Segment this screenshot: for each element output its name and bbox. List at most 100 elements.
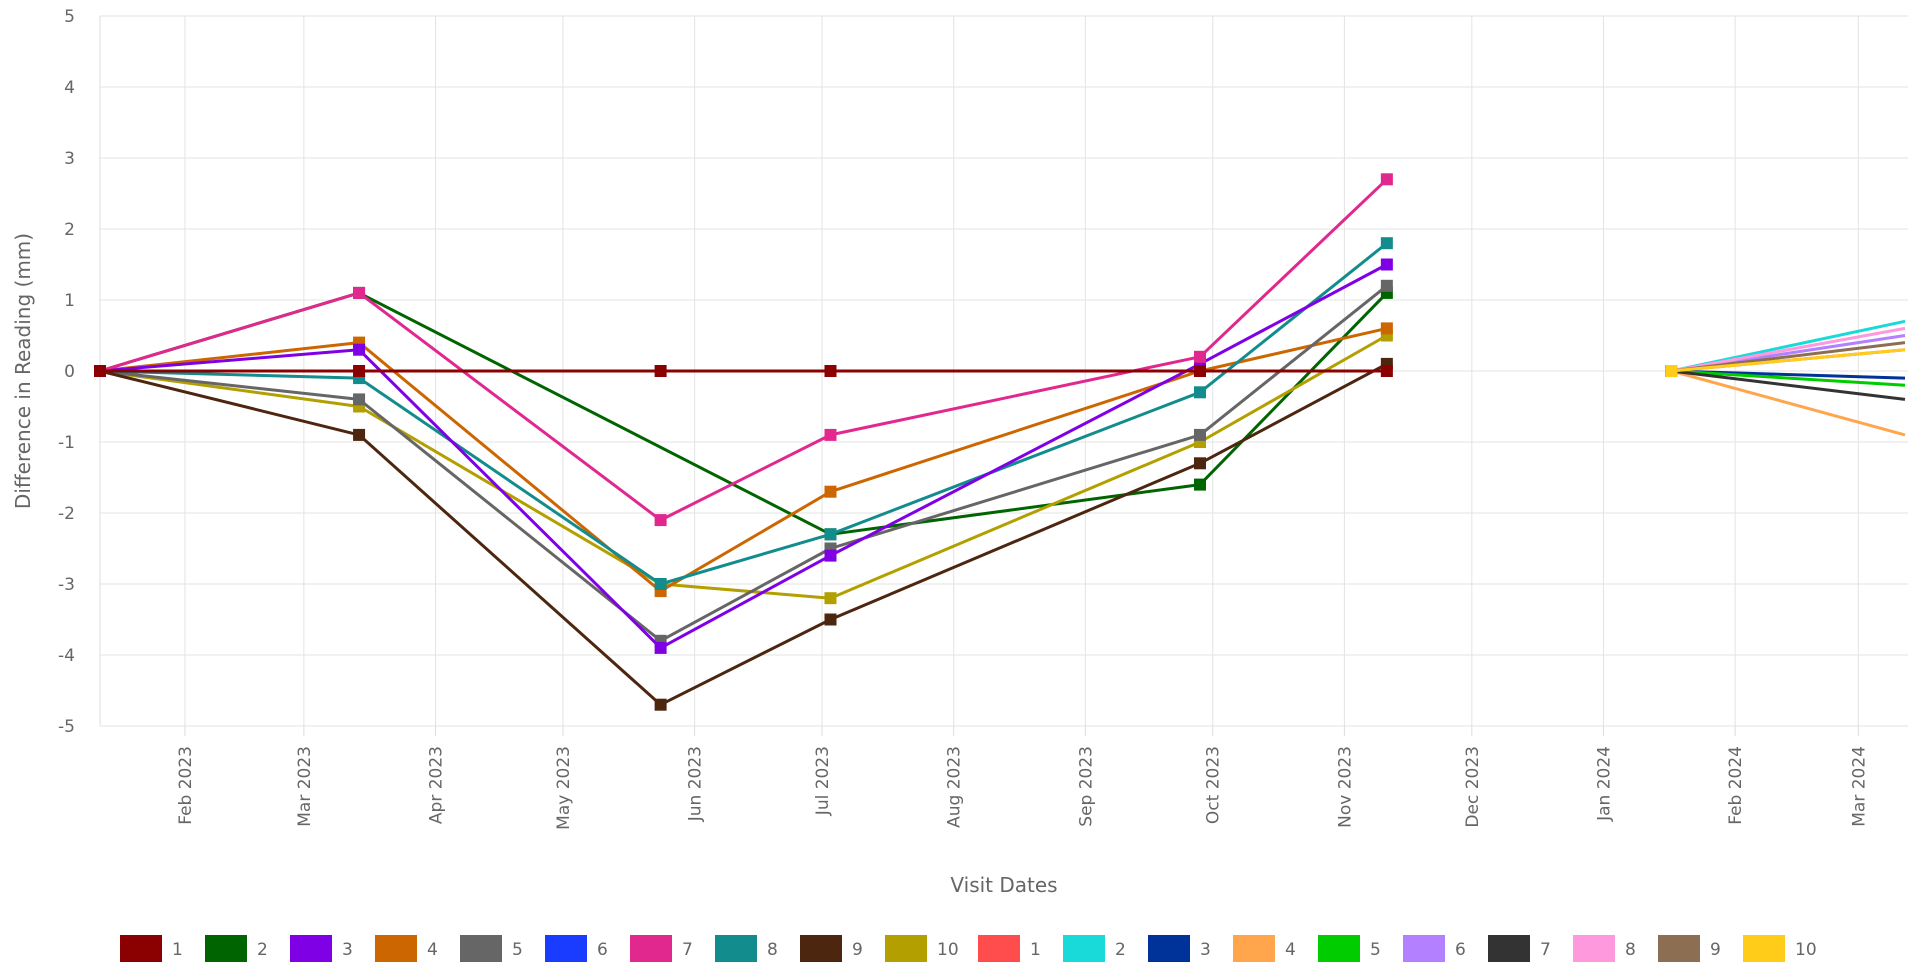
- y-tick-label: 5: [64, 7, 75, 27]
- legend-label: 3: [1200, 940, 1211, 960]
- legend-swatch: [120, 935, 162, 962]
- series-line: [1671, 369, 1906, 437]
- legend-swatch: [715, 935, 757, 962]
- x-tick-label: Feb 2024: [1726, 746, 1746, 825]
- data-point[interactable]: [1380, 279, 1393, 292]
- legend-label: 6: [1455, 940, 1466, 960]
- data-point[interactable]: [654, 514, 667, 527]
- x-tick-label: Aug 2023: [945, 746, 965, 828]
- legend-swatch: [1488, 935, 1530, 962]
- x-tick-label: Jan 2024: [1594, 746, 1614, 822]
- series-2-10: [1665, 348, 1906, 377]
- data-point[interactable]: [1380, 322, 1393, 335]
- legend-label: 5: [1370, 940, 1381, 960]
- data-point[interactable]: [1380, 365, 1393, 377]
- legend-item[interactable]: 5: [460, 935, 523, 962]
- y-tick-label: 0: [64, 362, 75, 382]
- legend-label: 8: [767, 940, 778, 960]
- data-point[interactable]: [654, 641, 667, 654]
- data-point[interactable]: [824, 428, 837, 441]
- legend-swatch: [978, 935, 1020, 962]
- legend-label: 10: [1795, 940, 1817, 960]
- legend-swatch: [885, 935, 927, 962]
- data-point[interactable]: [824, 549, 837, 562]
- y-tick-label: -4: [58, 646, 75, 666]
- legend-item[interactable]: 1: [978, 935, 1041, 962]
- legend-label: 4: [427, 940, 438, 960]
- data-point[interactable]: [654, 698, 667, 711]
- x-tick-label: Oct 2023: [1204, 746, 1224, 824]
- legend-swatch: [460, 935, 502, 962]
- legend-item[interactable]: 10: [885, 935, 959, 962]
- legend-swatch: [1658, 935, 1700, 962]
- legend-item[interactable]: 9: [1658, 935, 1721, 962]
- data-point[interactable]: [1193, 350, 1206, 363]
- legend-label: 4: [1285, 940, 1296, 960]
- data-point[interactable]: [1193, 365, 1206, 377]
- data-point[interactable]: [1380, 173, 1393, 186]
- legend-item[interactable]: 5: [1318, 935, 1381, 962]
- x-tick-label: Jun 2023: [686, 746, 706, 822]
- data-point[interactable]: [1193, 428, 1206, 441]
- legend: 1 2 3 4 5 6 7 8 9 10 1 2 3 4 5 6 7 8 9 10: [120, 935, 1817, 962]
- legend-item[interactable]: 10: [1743, 935, 1817, 962]
- data-point[interactable]: [1193, 478, 1206, 491]
- data-point[interactable]: [353, 286, 366, 299]
- data-point[interactable]: [824, 613, 837, 626]
- series-line: [1671, 369, 1906, 387]
- data-point[interactable]: [824, 365, 837, 377]
- legend-item[interactable]: 6: [545, 935, 608, 962]
- data-point[interactable]: [353, 365, 366, 377]
- data-point[interactable]: [1193, 386, 1206, 399]
- legend-swatch: [1743, 935, 1785, 962]
- data-point[interactable]: [1380, 258, 1393, 271]
- y-tick-label: 4: [64, 78, 75, 98]
- legend-item[interactable]: 7: [1488, 935, 1551, 962]
- data-point[interactable]: [824, 592, 837, 605]
- y-tick-label: -1: [58, 433, 75, 453]
- data-point[interactable]: [94, 365, 106, 377]
- legend-item[interactable]: 2: [205, 935, 268, 962]
- legend-item[interactable]: 7: [630, 935, 693, 962]
- series-line: [99, 242, 1388, 586]
- data-point[interactable]: [353, 393, 366, 406]
- legend-swatch: [1573, 935, 1615, 962]
- series-line: [99, 291, 1388, 536]
- legend-item[interactable]: 3: [290, 935, 353, 962]
- data-point[interactable]: [654, 365, 667, 377]
- legend-item[interactable]: 8: [1573, 935, 1636, 962]
- data-point[interactable]: [824, 485, 837, 498]
- legend-label: 10: [937, 940, 959, 960]
- legend-item[interactable]: 2: [1063, 935, 1126, 962]
- x-tick-labels: Feb 2023 Mar 2023 Apr 2023 May 2023 Jun 2023…: [176, 746, 1869, 830]
- legend-item[interactable]: 6: [1403, 935, 1466, 962]
- x-tick-label: Feb 2023: [176, 746, 196, 825]
- series-line: [1671, 369, 1906, 401]
- data-point[interactable]: [1193, 457, 1206, 470]
- series-1-7: [94, 173, 1393, 527]
- data-point[interactable]: [353, 428, 366, 441]
- legend-item[interactable]: 1: [120, 935, 183, 962]
- x-tick-label: Mar 2024: [1849, 746, 1869, 827]
- legend-item[interactable]: 4: [375, 935, 438, 962]
- legend-item[interactable]: 9: [800, 935, 863, 962]
- legend-label: 7: [682, 940, 693, 960]
- x-tick-label: Mar 2023: [295, 746, 315, 827]
- x-tick-label: Dec 2023: [1463, 746, 1483, 828]
- legend-swatch: [1318, 935, 1360, 962]
- legend-label: 5: [512, 940, 523, 960]
- data-point[interactable]: [353, 343, 366, 356]
- legend-label: 2: [1115, 940, 1126, 960]
- legend-item[interactable]: 4: [1233, 935, 1296, 962]
- legend-item[interactable]: 8: [715, 935, 778, 962]
- data-point[interactable]: [654, 578, 667, 590]
- legend-swatch: [1233, 935, 1275, 962]
- legend-swatch: [800, 935, 842, 962]
- data-point[interactable]: [1665, 365, 1678, 377]
- data-point[interactable]: [824, 528, 837, 541]
- x-tick-label: May 2023: [554, 746, 574, 830]
- legend-label: 6: [597, 940, 608, 960]
- legend-item[interactable]: 3: [1148, 935, 1211, 962]
- data-point[interactable]: [1380, 237, 1393, 250]
- legend-label: 7: [1540, 940, 1551, 960]
